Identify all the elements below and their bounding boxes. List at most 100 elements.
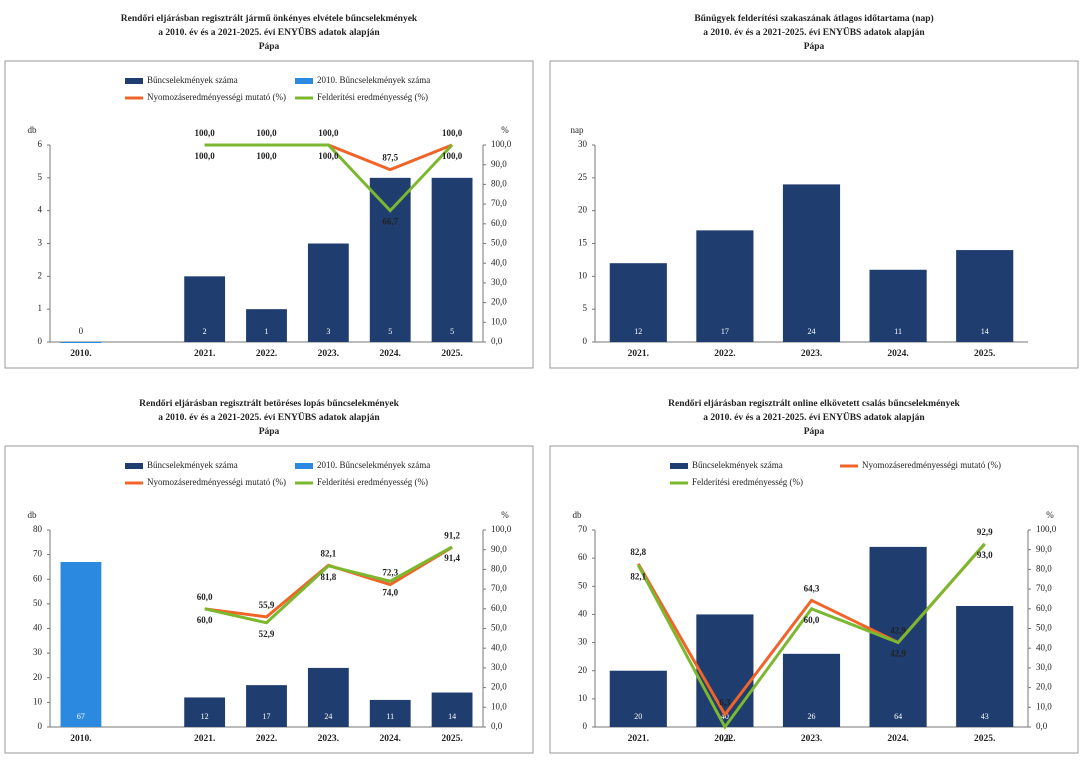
y2-tick-label: 70,0 — [491, 583, 507, 593]
chart-subtitle: a 2010. év és a 2021-2025. évi ENYÜBS ad… — [158, 410, 380, 423]
line-value-label: 82,8 — [630, 547, 646, 557]
x-tick-label: 2023. — [318, 349, 339, 359]
x-tick-label: 2021. — [194, 734, 215, 744]
line — [204, 545, 453, 625]
y-axis-label: db — [28, 125, 38, 135]
bar — [696, 230, 754, 342]
y-tick-label: 10 — [578, 693, 588, 703]
line-value-label: 82,1 — [320, 548, 336, 558]
line-value-label: 60,0 — [197, 615, 213, 625]
bar-value-label: 43 — [981, 712, 989, 721]
chart-frame — [4, 445, 534, 754]
bar-value-label: 3 — [326, 327, 330, 336]
y2-tick-label: 80,0 — [491, 563, 507, 573]
x-tick-label: 2022. — [714, 349, 735, 359]
bar — [609, 670, 667, 727]
y2-tick-label: 30,0 — [1036, 662, 1052, 672]
bar-value-label: 26 — [808, 712, 816, 721]
bar-value-label: 20 — [634, 712, 642, 721]
line-value-label: 100,0 — [256, 151, 277, 161]
line-value-label: 0,0 — [719, 733, 731, 743]
bar-value-label: 17 — [721, 327, 729, 336]
line-value-label: 92,9 — [977, 527, 993, 537]
y-axis-label: db — [28, 510, 38, 520]
line-value-label: 91,2 — [444, 530, 460, 540]
y-tick-label: 5 — [583, 303, 588, 313]
y-tick-label: 2 — [38, 270, 43, 280]
y-tick-label: 0 — [583, 721, 588, 731]
line-value-label: 55,9 — [259, 600, 275, 610]
x-tick-label: 2021. — [628, 734, 649, 744]
line-value-label: 42,9 — [890, 626, 906, 636]
line-value-label: 81,8 — [320, 572, 336, 582]
y2-tick-label: 0,0 — [491, 336, 503, 346]
y-tick-label: 3 — [38, 238, 43, 248]
chart-title: Bűnügyek felderítési szakaszának átlagos… — [694, 13, 933, 24]
bar — [956, 605, 1014, 727]
y-tick-label: 20 — [33, 672, 43, 682]
bar-value-label: 24 — [808, 327, 816, 336]
x-tick-label: 2022. — [256, 349, 277, 359]
x-tick-label: 2023. — [801, 734, 822, 744]
legend-label: Nyomozáseredményességi mutató (%) — [147, 477, 286, 487]
y-tick-label: 10 — [578, 270, 588, 280]
bar-value-label: 67 — [77, 712, 85, 721]
bar — [431, 692, 473, 727]
x-tick-label: 2024. — [380, 734, 401, 744]
bar — [60, 342, 102, 343]
bar-value-label: 17 — [263, 712, 271, 721]
y-tick-label: 25 — [578, 172, 588, 182]
y2-axis-label: % — [501, 125, 509, 135]
bar — [782, 653, 841, 727]
chart-title: Rendőri eljárásban regisztrált betöréses… — [139, 399, 399, 409]
chart-subtitle: a 2010. év és a 2021-2025. évi ENYÜBS ad… — [158, 25, 380, 38]
y2-tick-label: 60,0 — [491, 603, 507, 613]
bar — [246, 309, 287, 342]
y2-tick-label: 90,0 — [491, 544, 507, 554]
legend-swatch — [670, 463, 688, 469]
line-value-label: 72,3 — [382, 568, 398, 578]
line-value-label: 100,0 — [256, 128, 277, 138]
x-tick-label: 2025. — [974, 734, 995, 744]
y-tick-label: 30 — [578, 139, 588, 149]
legend-label: Felderítési eredményesség (%) — [692, 477, 803, 487]
y2-tick-label: 20,0 — [491, 297, 507, 307]
y2-tick-label: 20,0 — [1036, 682, 1052, 692]
bar-value-label: 1 — [265, 327, 269, 336]
y2-tick-label: 0,0 — [491, 721, 503, 731]
y-tick-label: 60 — [578, 552, 588, 562]
legend-label: Felderítési eredményesség (%) — [317, 92, 428, 102]
line-value-label: 100,0 — [318, 128, 339, 138]
bar — [307, 243, 349, 342]
y2-tick-label: 10,0 — [491, 701, 507, 711]
y-tick-label: 60 — [33, 573, 43, 583]
line-value-label: 60,0 — [804, 615, 820, 625]
y2-tick-label: 90,0 — [1036, 544, 1052, 554]
x-tick-label: 2023. — [318, 734, 339, 744]
line-value-label: 100,0 — [195, 151, 216, 161]
line-value-label: 100,0 — [318, 151, 339, 161]
line-value-label: 66,7 — [382, 217, 398, 227]
y-tick-label: 20 — [578, 205, 588, 215]
y-tick-label: 50 — [33, 598, 43, 608]
y2-tick-label: 100,0 — [491, 524, 512, 534]
y2-tick-label: 60,0 — [1036, 603, 1052, 613]
line-value-label: 42,9 — [890, 649, 906, 659]
y2-tick-label: 100,0 — [491, 139, 512, 149]
bar-value-label: 0 — [79, 326, 84, 336]
line-value-label: 64,3 — [804, 583, 820, 593]
x-tick-label: 2025. — [974, 349, 995, 359]
line-value-label: 100,0 — [442, 128, 463, 138]
x-tick-label: 2025. — [441, 349, 462, 359]
line-value-label: 6,3 — [719, 698, 731, 708]
line-value-label: 74,0 — [382, 587, 398, 597]
y-tick-label: 6 — [38, 139, 43, 149]
y2-tick-label: 90,0 — [491, 159, 507, 169]
y2-tick-label: 80,0 — [491, 178, 507, 188]
y2-tick-label: 80,0 — [1036, 563, 1052, 573]
bar — [184, 276, 226, 342]
x-tick-label: 2024. — [887, 349, 908, 359]
chart-location: Pápa — [259, 42, 280, 52]
x-tick-label: 2024. — [380, 349, 401, 359]
